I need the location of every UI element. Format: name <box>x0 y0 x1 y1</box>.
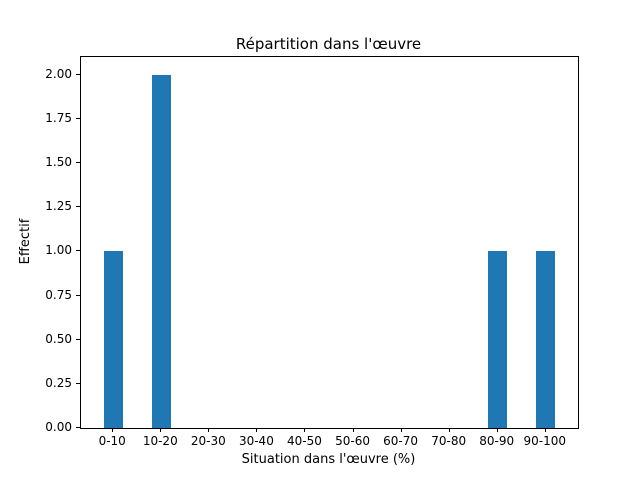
x-tick-label: 10-20 <box>142 434 178 448</box>
y-tick-mark <box>76 338 80 340</box>
y-tick-label: 1.25 <box>45 199 72 214</box>
x-tick-mark <box>256 428 258 432</box>
y-tick-label: 0.75 <box>45 287 72 302</box>
x-tick-label: 30-40 <box>238 434 274 448</box>
x-tick-mark <box>352 428 354 432</box>
x-tick-mark <box>400 428 402 432</box>
y-tick-label: 0.25 <box>45 375 72 390</box>
y-tick-mark <box>76 250 80 252</box>
x-tick-mark <box>208 428 210 432</box>
y-tick-label: 1.00 <box>45 243 72 258</box>
y-tick-label: 0.50 <box>45 331 72 346</box>
y-tick-mark <box>76 294 80 296</box>
y-tick-label: 1.50 <box>45 155 72 169</box>
x-tick-mark <box>448 428 450 432</box>
x-tick-label: 50-60 <box>335 434 370 448</box>
x-tick-label: 90-100 <box>523 434 567 448</box>
x-tick-mark <box>160 428 162 432</box>
y-tick-label: 2.00 <box>45 66 72 81</box>
y-tick-mark <box>76 427 80 428</box>
y-tick-label: 1.75 <box>45 110 72 125</box>
bar-10-20 <box>151 74 171 428</box>
x-tick-label: 40-50 <box>287 434 322 448</box>
y-tick-mark <box>76 206 80 208</box>
y-tick-mark <box>76 73 80 75</box>
y-tick-label: 0.00 <box>45 420 72 434</box>
x-tick-label: 60-70 <box>383 434 419 448</box>
plot-area <box>80 56 579 429</box>
chart-title: Répartition dans l'œuvre <box>235 35 422 53</box>
x-axis-label: Situation dans l'œuvre (%) <box>241 452 416 467</box>
bar-90-100 <box>536 251 556 428</box>
bar-0-10 <box>103 251 123 428</box>
x-tick-label: 0-10 <box>98 434 126 448</box>
x-tick-mark <box>544 428 546 432</box>
x-tick-label: 20-30 <box>190 434 226 448</box>
bar-80-90 <box>488 251 508 428</box>
y-tick-mark <box>76 162 80 163</box>
y-tick-mark <box>76 117 80 119</box>
x-tick-mark <box>112 428 114 432</box>
x-tick-label: 80-90 <box>479 434 515 448</box>
x-tick-mark <box>496 428 498 432</box>
x-tick-label: 70-80 <box>431 434 467 448</box>
x-tick-mark <box>304 428 306 432</box>
y-tick-mark <box>76 382 80 384</box>
